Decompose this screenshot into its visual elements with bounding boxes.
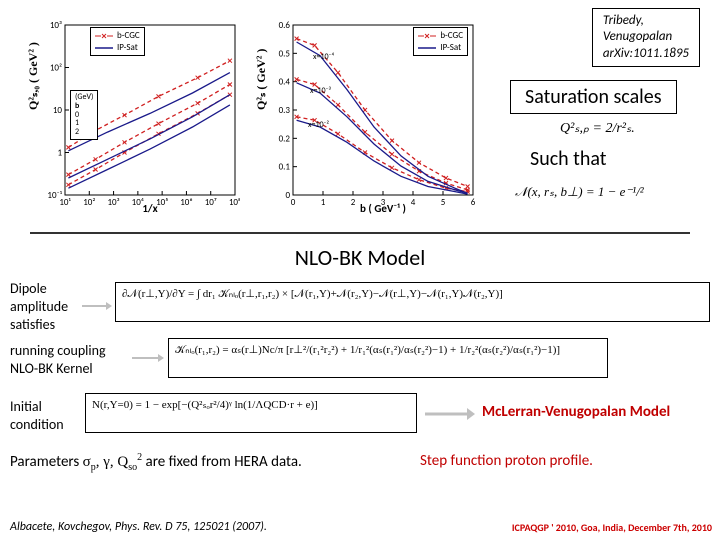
svg-text:0: 0 xyxy=(291,197,296,208)
svg-text:0.1: 0.1 xyxy=(279,162,291,173)
svg-text:0: 0 xyxy=(285,190,290,201)
svg-text:10²: 10² xyxy=(83,197,95,208)
eq-dipole: ∂𝒩(r⊥,Y)/∂Y = ∫ dr₁ 𝒦ₙₗₒ(r⊥,r₁,r₂) × [𝒩(… xyxy=(115,282,710,322)
chart1-legend-0: b-CGC xyxy=(117,30,140,42)
kernel-label: running couplingNLO-BK Kernel xyxy=(10,342,106,378)
chart-right: 012345600.10.20.30.40.50.6 b ( GeV⁻¹ ) Q… xyxy=(258,20,480,215)
arrow-kernel xyxy=(132,352,164,364)
chart1-legend: b-CGC IP-Sat xyxy=(90,27,145,56)
section-title: NLO-BK Model xyxy=(0,244,720,271)
eq-kernel: 𝒦ₙₗₒ(r₁,r₂) = αₛ(r⊥)Nc/π [r⊥²/(r₁²r₂²) +… xyxy=(168,338,608,378)
svg-text:0.4: 0.4 xyxy=(279,77,291,88)
chart2-legend-0: b-CGC xyxy=(440,30,463,42)
svg-text:10³: 10³ xyxy=(50,20,62,31)
chart1-inline-legend: (GeV) b 0 1 2 xyxy=(70,90,98,140)
divider xyxy=(30,232,690,234)
ic-label: Initialcondition xyxy=(10,398,64,434)
svg-text:10⁵: 10⁵ xyxy=(156,197,168,208)
chart1-ylabel: Q²ₛ,₀ ( GeV² ) xyxy=(26,42,41,110)
chart2-annot-0: x=10⁻⁴ xyxy=(313,52,334,62)
chart2-xlabel: b ( GeV⁻¹ ) xyxy=(360,202,406,215)
svg-text:0.2: 0.2 xyxy=(279,133,291,144)
svg-text:6: 6 xyxy=(471,197,476,208)
chart2-legend: b-CGC IP-Sat xyxy=(413,27,468,56)
arrow-mv xyxy=(425,407,475,421)
citation: Tribedy, Venugopalan arXiv:1011.1895 xyxy=(592,8,700,67)
such-that-label: Such that xyxy=(530,147,606,171)
chart2-legend-1: IP-Sat xyxy=(440,42,461,54)
svg-text:10⁶: 10⁶ xyxy=(180,197,192,208)
citation-l1: Tribedy, xyxy=(603,13,689,29)
svg-text:10⁸: 10⁸ xyxy=(229,197,240,208)
svg-text:1: 1 xyxy=(321,197,326,208)
chart-left: 10¹10²10³10⁴10⁵10⁶10⁷10⁸10⁻¹11010²10³ 1/… xyxy=(30,20,240,215)
chart1-xlabel: 1/x xyxy=(142,202,157,215)
svg-text:4: 4 xyxy=(411,197,416,208)
svg-text:10³: 10³ xyxy=(108,197,120,208)
step-label: Step function proton profile. xyxy=(420,452,593,470)
svg-text:10⁻¹: 10⁻¹ xyxy=(47,190,62,201)
svg-text:0.3: 0.3 xyxy=(279,105,291,116)
params-label: Parameters σp, γ, Qso2 are fixed from HE… xyxy=(10,452,302,473)
chart2-ylabel: Q²ₛ ( GeV² ) xyxy=(254,49,269,110)
citation-l3: arXiv:1011.1895 xyxy=(603,46,689,62)
svg-text:1: 1 xyxy=(57,148,62,159)
chart1-legend-1: IP-Sat xyxy=(117,42,138,54)
eq-ic: N(r,Y=0) = 1 − exp[−(Q²ₛₒr²/4)ᵞ ln(1/ΛQC… xyxy=(85,393,417,433)
svg-text:10: 10 xyxy=(53,105,63,116)
chart2-annot-1: x=10⁻³ xyxy=(310,86,331,96)
citation-l2: Venugopalan xyxy=(603,29,689,45)
mv-label: McLerran-Venugopalan Model xyxy=(482,403,670,421)
arrow-dipole xyxy=(82,300,112,312)
svg-text:10⁷: 10⁷ xyxy=(205,197,217,208)
footer-right: ICPAQGP ' 2010, Goa, India, December 7th… xyxy=(512,521,712,534)
chart2-annot-2: x=10⁻² xyxy=(308,120,329,130)
svg-text:10²: 10² xyxy=(50,63,62,74)
formula-qs: Q²ₛ,ₚ = 2/r²ₛ. xyxy=(560,120,635,137)
saturation-scales-label: Saturation scales xyxy=(510,80,677,114)
svg-text:2: 2 xyxy=(351,197,356,208)
footer-left: Albacete, Kovchegov, Phys. Rev. D 75, 12… xyxy=(10,520,267,534)
svg-text:0.6: 0.6 xyxy=(279,20,291,31)
dipole-label: Dipoleamplitudesatisfies xyxy=(10,280,68,335)
formula-n: 𝒩(x, rₛ, b⊥) = 1 − e⁻¹/² xyxy=(515,184,644,200)
svg-text:5: 5 xyxy=(441,197,446,208)
svg-text:0.5: 0.5 xyxy=(279,48,291,59)
